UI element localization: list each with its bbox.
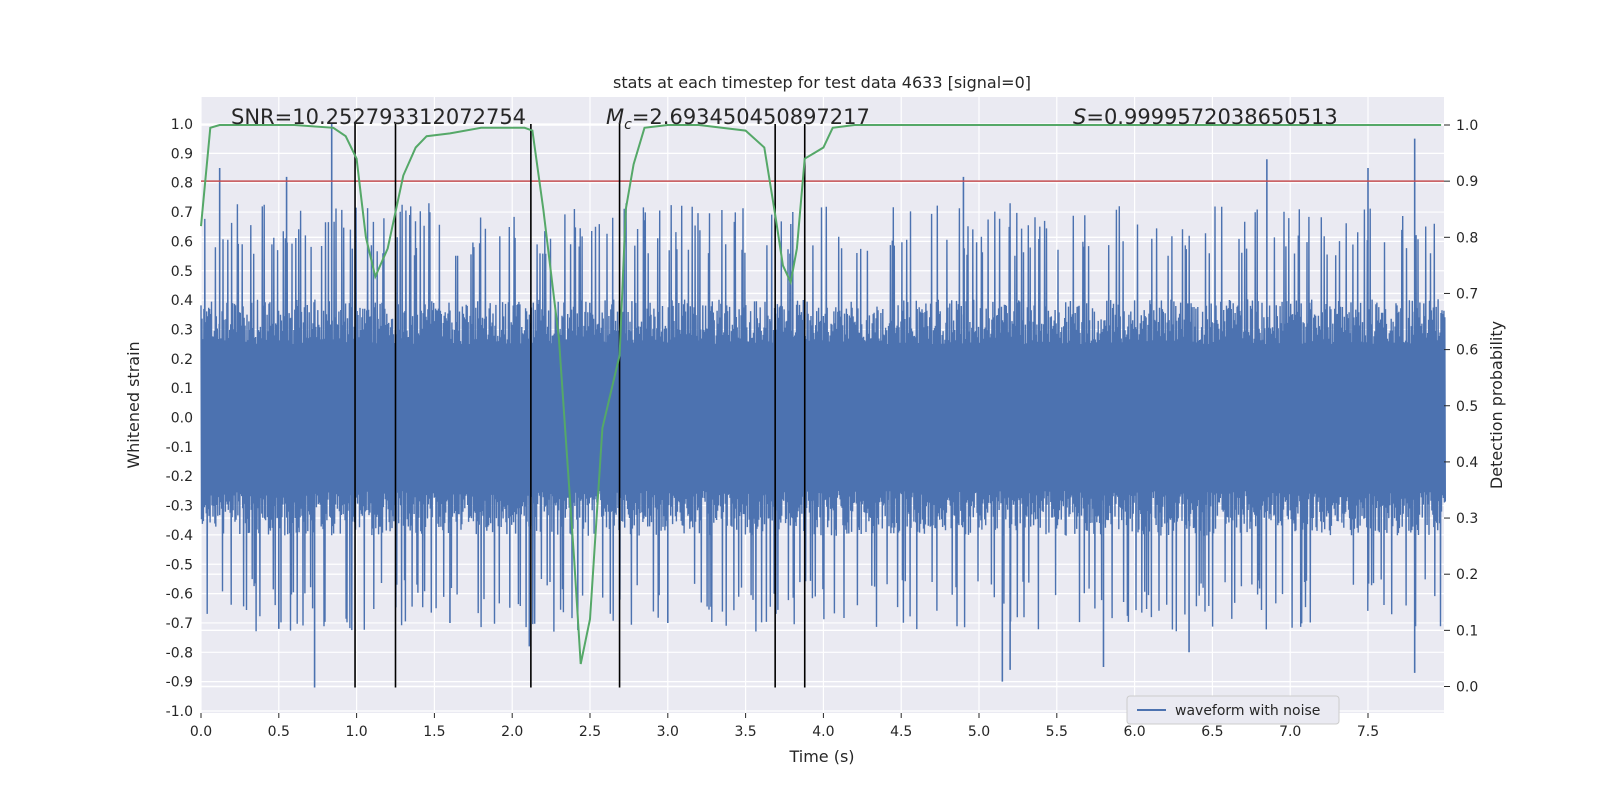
x-tick-label: 2.0 xyxy=(501,724,523,740)
chart-title: stats at each timestep for test data 463… xyxy=(613,73,1031,92)
y2-tick-label: 0.6 xyxy=(1456,343,1478,359)
y-tick-label: 0.0 xyxy=(171,411,193,427)
y-tick-label: -0.9 xyxy=(166,675,193,691)
y-tick-label: -0.2 xyxy=(166,469,193,485)
x-tick-label: 5.0 xyxy=(968,724,990,740)
x-tick-label: 1.5 xyxy=(423,724,445,740)
y-tick-label: 0.2 xyxy=(171,352,193,368)
x-tick-label: 4.5 xyxy=(890,724,912,740)
y-axis-label: Whitened strain xyxy=(124,341,143,468)
x-tick-label: 1.0 xyxy=(345,724,367,740)
x-tick-label: 2.5 xyxy=(579,724,601,740)
x-tick-label: 0.5 xyxy=(268,724,290,740)
y2-tick-label: 0.8 xyxy=(1456,230,1478,246)
x-tick-label: 0.0 xyxy=(190,724,212,740)
legend-box xyxy=(1126,695,1340,725)
y-tick-label: -0.1 xyxy=(166,440,193,456)
y-tick-label: 0.7 xyxy=(171,205,193,221)
y-tick-label: 0.3 xyxy=(171,322,193,338)
x-tick-label: 7.0 xyxy=(1279,724,1301,740)
y-tick-label: -0.6 xyxy=(166,587,193,603)
y2-tick-label: 0.3 xyxy=(1456,511,1478,527)
x-tick-label: 5.5 xyxy=(1046,724,1068,740)
y-tick-label: 0.6 xyxy=(171,234,193,250)
y2-tick-label: 1.0 xyxy=(1456,118,1478,134)
y2-tick-label: 0.4 xyxy=(1456,455,1478,471)
y2-tick-label: 0.5 xyxy=(1456,399,1478,415)
x-axis-ticks: 0.0 0.5 1.0 1.5 2.0 2.5 3.0 3.5 4.0 4.5 5.0 5.5 6.0 6… xyxy=(190,713,1379,740)
mc-annotation: Mc=2.693450450897217 xyxy=(606,105,870,133)
series-detection-probability xyxy=(200,124,1442,665)
y2-tick-label: 0.1 xyxy=(1456,623,1478,639)
mc-subscript: c xyxy=(624,117,632,133)
legend: waveform with noise xyxy=(1126,695,1340,725)
y-tick-label: -0.7 xyxy=(166,616,193,632)
x-tick-label: 3.5 xyxy=(734,724,756,740)
y-tick-label: -0.5 xyxy=(166,557,193,573)
y2-tick-label: 0.2 xyxy=(1456,567,1478,583)
y-tick-label: 0.1 xyxy=(171,381,193,397)
x-tick-label: 3.0 xyxy=(657,724,679,740)
legend-label: waveform with noise xyxy=(1175,703,1320,719)
y-tick-label: 0.9 xyxy=(171,146,193,162)
y-axis-ticks: 1.0 0.9 0.8 0.7 0.6 0.5 0.4 0.3 0.2 0.1 0.0 -0.1 -0.… xyxy=(166,117,193,720)
waveform-core xyxy=(201,344,1444,491)
y-tick-label: -0.8 xyxy=(166,645,193,661)
s-annotation: S=0.9999572038650513 xyxy=(1073,105,1338,129)
y2-tick-label: 0.0 xyxy=(1456,680,1478,696)
s-prefix: S xyxy=(1073,105,1086,129)
x-tick-label: 6.0 xyxy=(1123,724,1145,740)
x-axis-label: Time (s) xyxy=(788,747,854,766)
y-tick-label: 0.8 xyxy=(171,176,193,192)
x-tick-label: 7.5 xyxy=(1357,724,1379,740)
y2-tick-label: 0.7 xyxy=(1456,286,1478,302)
y2-axis-label: Detection probability xyxy=(1487,321,1506,489)
y-tick-label: 0.5 xyxy=(171,264,193,280)
y-tick-label: 1.0 xyxy=(171,117,193,133)
series-waveform-with-noise xyxy=(200,124,1446,688)
s-value: =0.9999572038650513 xyxy=(1086,105,1337,129)
mc-prefix: M xyxy=(606,105,624,129)
x-tick-label: 4.0 xyxy=(812,724,834,740)
y2-axis-ticks: 1.0 0.9 0.8 0.7 0.6 0.5 0.4 0.3 0.2 0.1 0.0 xyxy=(1444,118,1478,696)
y-tick-label: -0.3 xyxy=(166,499,193,515)
x-tick-label: 6.5 xyxy=(1201,724,1223,740)
y-tick-label: 0.4 xyxy=(171,293,193,309)
y2-tick-label: 0.9 xyxy=(1456,174,1478,190)
y-tick-label: -0.4 xyxy=(166,528,193,544)
snr-annotation: SNR=10.252793312072754 xyxy=(231,105,526,129)
y-tick-label: -1.0 xyxy=(166,704,193,720)
mc-value: =2.693450450897217 xyxy=(632,105,870,129)
